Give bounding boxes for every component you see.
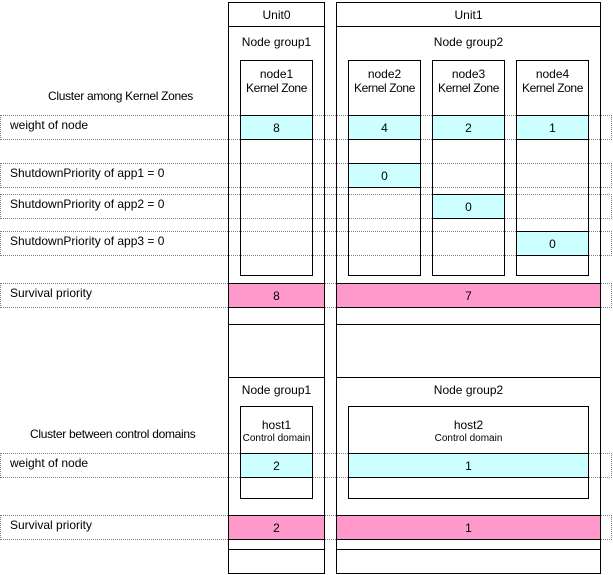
survival-label: Survival priority [10, 286, 93, 300]
control-node-group2-label: Node group2 [433, 383, 504, 397]
kernel-cluster-caption: Cluster among Kernel Zones [48, 89, 193, 103]
host2-weight: 1 [348, 453, 589, 478]
node1-weight: 8 [240, 115, 313, 140]
node4-weight: 1 [516, 115, 589, 140]
app1-row [0, 163, 612, 188]
app1-label: ShutdownPriority of app1 = 0 [10, 166, 165, 180]
host1-name: host1 [261, 418, 292, 432]
app3-label: ShutdownPriority of app3 = 0 [10, 234, 165, 248]
app2-row [0, 194, 612, 219]
host1-box [240, 406, 313, 499]
node3-name: node3 [451, 67, 486, 81]
control-survival-label: Survival priority [10, 518, 93, 532]
node4-type: Kernel Zone [522, 81, 583, 95]
control-group1-survival-priority: 2 [228, 515, 325, 540]
node1-type: Kernel Zone [246, 81, 307, 95]
control-cluster-caption: Cluster between control domains [30, 427, 196, 441]
unit0-label: Unit0 [262, 8, 291, 22]
control-node-group1-label: Node group1 [241, 383, 312, 397]
node3-weight: 2 [432, 115, 505, 140]
node4-app3-priority: 0 [516, 231, 589, 256]
control-weight-label: weight of node [10, 456, 89, 470]
host2-box [348, 406, 589, 499]
host2-name: host2 [453, 418, 484, 432]
unit1-label: Unit1 [454, 8, 483, 22]
node2-weight: 4 [348, 115, 421, 140]
node3-box [432, 60, 505, 276]
node3-type: Kernel Zone [438, 81, 499, 95]
host1-weight: 2 [240, 453, 313, 478]
node2-name: node2 [367, 67, 402, 81]
group2-survival-priority: 7 [336, 283, 601, 308]
node1-name: node1 [259, 67, 294, 81]
group1-survival-priority: 8 [228, 283, 325, 308]
weight-label: weight of node [10, 118, 89, 132]
node2-type: Kernel Zone [354, 81, 415, 95]
node2-app1-priority: 0 [348, 163, 421, 188]
host1-type: Control domain [242, 433, 311, 444]
app3-row [0, 231, 612, 256]
host2-type: Control domain [434, 433, 503, 444]
app2-label: ShutdownPriority of app2 = 0 [10, 197, 165, 211]
node-group2-label: Node group2 [433, 35, 504, 49]
node3-app2-priority: 0 [432, 194, 505, 219]
control-group2-survival-priority: 1 [336, 515, 601, 540]
node1-box [240, 60, 313, 276]
node-group1-label: Node group1 [241, 35, 312, 49]
node4-name: node4 [535, 67, 570, 81]
